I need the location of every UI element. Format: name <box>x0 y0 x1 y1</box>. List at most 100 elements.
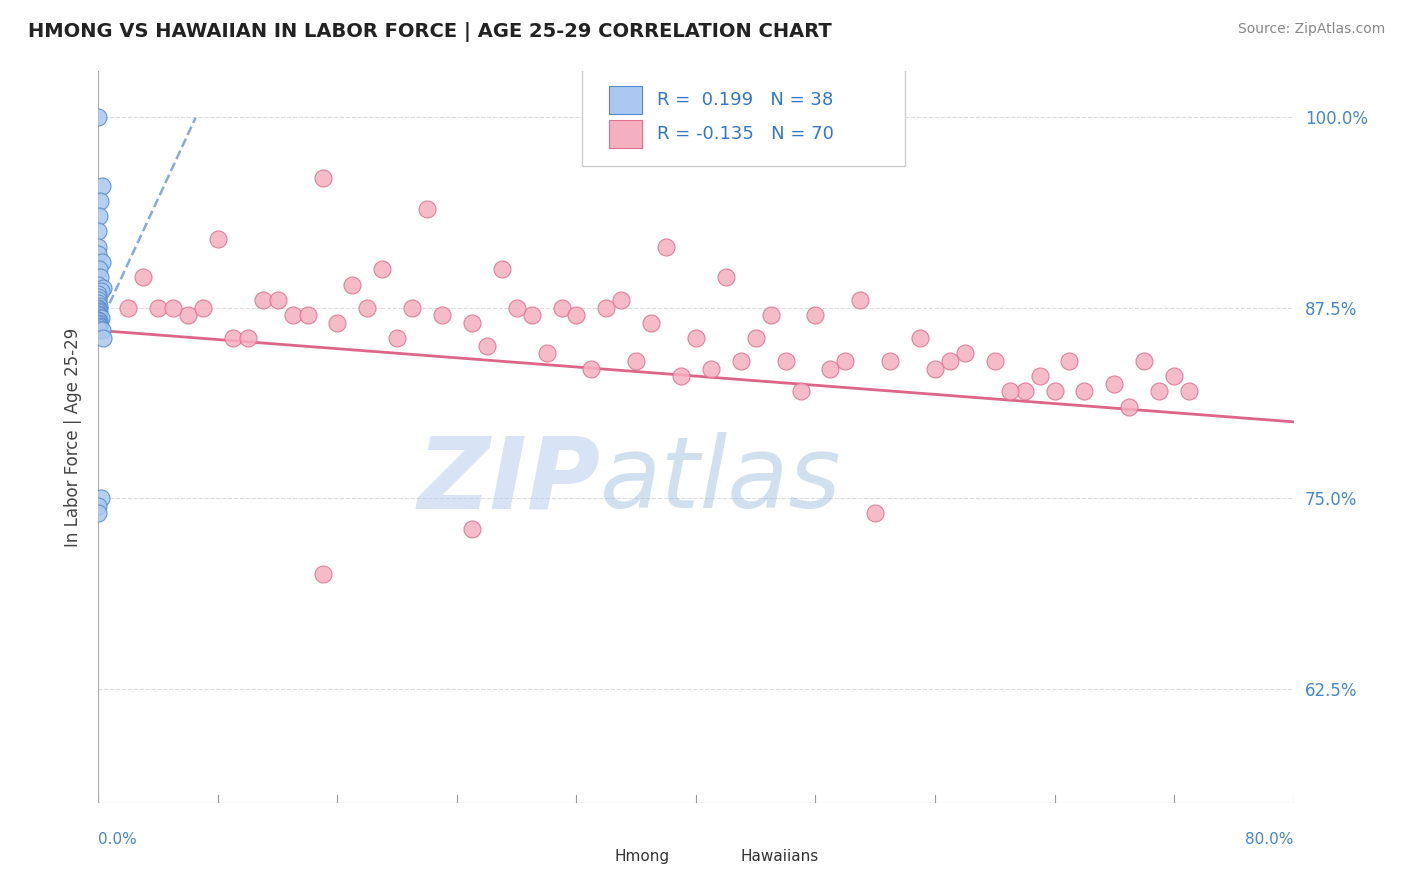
Point <box>87 307 110 321</box>
Point <box>550 301 572 315</box>
Text: ZIP: ZIP <box>418 433 600 530</box>
Point <box>91 323 114 337</box>
FancyBboxPatch shape <box>582 68 905 167</box>
Point <box>87 277 110 292</box>
Point <box>939 354 962 368</box>
Point <box>1178 384 1201 399</box>
Point <box>581 361 603 376</box>
Text: atlas: atlas <box>600 433 842 530</box>
Point <box>236 331 259 345</box>
Point <box>430 308 453 322</box>
Point <box>714 270 737 285</box>
Point <box>89 303 111 318</box>
Text: 0.0%: 0.0% <box>98 832 138 847</box>
Point <box>87 314 110 328</box>
Point <box>371 262 394 277</box>
Point <box>1028 369 1050 384</box>
Point <box>834 354 856 368</box>
Point <box>759 308 782 322</box>
Point <box>342 277 364 292</box>
Point <box>191 301 214 315</box>
Point <box>326 316 349 330</box>
Point <box>91 281 114 295</box>
Point <box>90 491 112 505</box>
Point <box>90 284 112 298</box>
Point <box>998 384 1021 399</box>
Point <box>849 293 872 307</box>
Point <box>132 270 155 285</box>
Point <box>87 301 110 317</box>
Y-axis label: In Labor Force | Age 25-29: In Labor Force | Age 25-29 <box>63 327 82 547</box>
Point <box>356 301 378 315</box>
Point <box>685 331 707 345</box>
Text: Source: ZipAtlas.com: Source: ZipAtlas.com <box>1237 22 1385 37</box>
Point <box>87 499 110 513</box>
Point <box>865 506 887 520</box>
Point <box>89 209 111 223</box>
Point <box>91 178 114 193</box>
FancyBboxPatch shape <box>609 86 643 114</box>
Point <box>87 247 110 261</box>
Point <box>401 301 423 315</box>
Point <box>879 354 901 368</box>
Point <box>1133 354 1156 368</box>
Point <box>730 354 752 368</box>
Point <box>804 308 827 322</box>
Text: R =  0.199   N = 38: R = 0.199 N = 38 <box>657 91 832 109</box>
Point <box>89 318 111 333</box>
Point <box>1118 400 1140 414</box>
Point <box>87 239 110 253</box>
Point <box>984 354 1007 368</box>
Point <box>461 316 484 330</box>
Point <box>1147 384 1170 399</box>
Text: R = -0.135   N = 70: R = -0.135 N = 70 <box>657 125 834 144</box>
Point <box>820 361 842 376</box>
Point <box>87 305 110 319</box>
FancyBboxPatch shape <box>609 120 643 148</box>
Point <box>1059 354 1081 368</box>
Point <box>416 202 439 216</box>
Point <box>1043 384 1066 399</box>
FancyBboxPatch shape <box>576 848 606 866</box>
Point <box>565 308 588 322</box>
Text: Hawaiians: Hawaiians <box>740 849 818 864</box>
FancyBboxPatch shape <box>702 848 733 866</box>
Point <box>775 354 797 368</box>
Point <box>89 270 111 285</box>
Point <box>789 384 811 399</box>
Point <box>87 224 110 238</box>
Point <box>669 369 692 384</box>
Point <box>311 567 333 582</box>
Point <box>700 361 723 376</box>
Point <box>117 301 139 315</box>
Point <box>87 320 110 334</box>
Point <box>87 322 110 336</box>
Point <box>281 308 304 322</box>
Point <box>252 293 274 307</box>
Text: 80.0%: 80.0% <box>1246 832 1294 847</box>
Point <box>87 293 110 307</box>
Point <box>267 293 290 307</box>
Point <box>87 290 110 304</box>
Point <box>297 308 319 322</box>
Point <box>87 299 110 313</box>
Point <box>207 232 229 246</box>
Point <box>162 301 184 315</box>
Point <box>177 308 200 322</box>
Point <box>953 346 976 360</box>
Point <box>610 293 633 307</box>
Point <box>87 310 110 324</box>
Point <box>506 301 529 315</box>
Point <box>311 171 333 186</box>
Point <box>924 361 946 376</box>
Text: HMONG VS HAWAIIAN IN LABOR FORCE | AGE 25-29 CORRELATION CHART: HMONG VS HAWAIIAN IN LABOR FORCE | AGE 2… <box>28 22 832 42</box>
Point <box>640 316 662 330</box>
Point <box>87 296 110 310</box>
Point <box>1073 384 1095 399</box>
Point <box>595 301 617 315</box>
Point <box>475 339 498 353</box>
Point <box>491 262 513 277</box>
Point <box>520 308 543 322</box>
Point <box>626 354 648 368</box>
Point <box>1104 376 1126 391</box>
